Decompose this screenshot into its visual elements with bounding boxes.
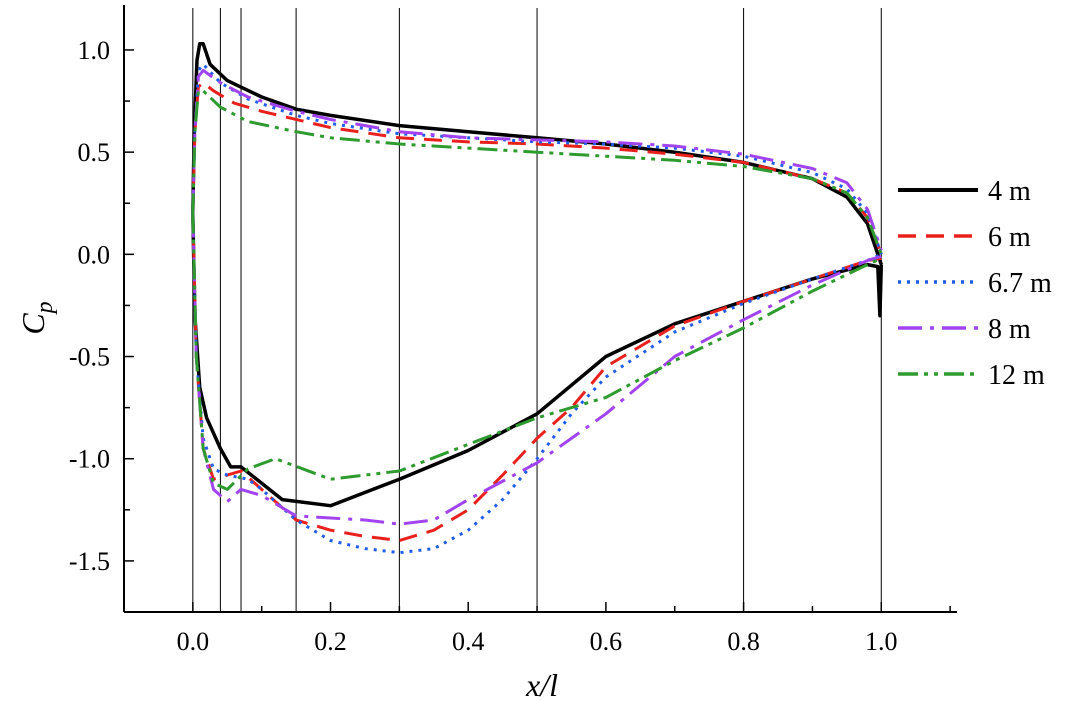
y-tick-label: -1.0 [69, 445, 110, 474]
y-axis-title-main: C [15, 313, 51, 335]
y-tick-label: -1.5 [69, 547, 110, 576]
series-1-lower-line [191, 213, 882, 542]
y-axis-title-sub: p [32, 301, 58, 315]
x-tick-label: 0.2 [314, 627, 347, 656]
legend-label-2: 6.7 m [988, 268, 1052, 299]
y-tick-labels: 1.0 0.5 0.0 -0.5 -1.0 -1.5 [69, 36, 110, 576]
y-tick-label: -0.5 [69, 343, 110, 372]
legend: 4 m 6 m 6.7 m 8 m 12 m [898, 176, 1052, 391]
series-3-upper-line [191, 68, 883, 251]
series-4-lower-line [191, 213, 882, 491]
x-tick-labels: 0.0 0.2 0.4 0.6 0.8 1.0 [177, 627, 898, 656]
axes [123, 5, 957, 613]
legend-label-0: 4 m [988, 176, 1031, 207]
y-tick-label: 0.5 [78, 138, 111, 167]
series-3-lower-line [191, 213, 882, 526]
x-tick-label: 1.0 [865, 627, 898, 656]
x-tick-label: 0.0 [177, 627, 210, 656]
series-4-upper-line [191, 89, 883, 255]
x-axis-title: x/l [525, 667, 558, 702]
y-tick-label: 1.0 [78, 36, 111, 65]
series-1-upper-line [191, 81, 883, 255]
legend-label-3: 8 m [988, 314, 1031, 345]
x-tick-label: 0.4 [452, 627, 485, 656]
x-tick-label: 0.8 [727, 627, 760, 656]
series-2-lower-line [191, 213, 882, 555]
legend-label-1: 6 m [988, 222, 1031, 253]
y-tick-label: 0.0 [78, 240, 111, 269]
series-lines [191, 42, 884, 555]
y-axis-title: Cp [15, 301, 58, 334]
legend-label-4: 12 m [988, 360, 1045, 391]
x-tick-label: 0.6 [590, 627, 623, 656]
